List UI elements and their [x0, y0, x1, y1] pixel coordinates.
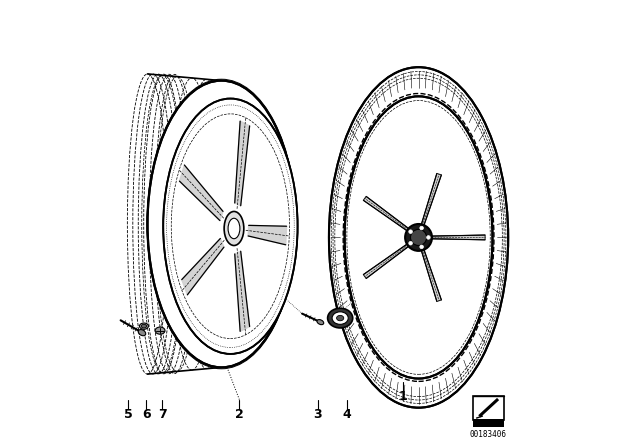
Ellipse shape: [337, 315, 344, 321]
Ellipse shape: [332, 312, 348, 324]
Ellipse shape: [344, 96, 493, 379]
Polygon shape: [421, 173, 442, 226]
Ellipse shape: [155, 327, 165, 334]
Ellipse shape: [141, 324, 147, 328]
Ellipse shape: [140, 323, 148, 329]
Ellipse shape: [224, 211, 244, 246]
Ellipse shape: [409, 241, 412, 245]
Ellipse shape: [328, 308, 353, 328]
Polygon shape: [364, 196, 410, 231]
Text: 5: 5: [124, 408, 132, 421]
Ellipse shape: [409, 230, 412, 233]
Polygon shape: [235, 251, 250, 332]
Ellipse shape: [420, 226, 424, 230]
Text: 1: 1: [399, 390, 407, 403]
Text: 2: 2: [235, 408, 244, 421]
Ellipse shape: [317, 319, 324, 325]
Polygon shape: [235, 121, 250, 206]
Polygon shape: [431, 235, 485, 240]
Text: 4: 4: [342, 408, 351, 421]
Ellipse shape: [343, 94, 494, 381]
Ellipse shape: [329, 67, 508, 408]
Ellipse shape: [427, 236, 430, 239]
Polygon shape: [248, 225, 287, 245]
Ellipse shape: [163, 99, 298, 354]
Bar: [473, 419, 504, 427]
Ellipse shape: [138, 330, 146, 336]
Polygon shape: [364, 244, 410, 279]
Text: 6: 6: [142, 408, 150, 421]
Text: 3: 3: [314, 408, 322, 421]
Ellipse shape: [420, 245, 424, 249]
Text: 7: 7: [158, 408, 166, 421]
Polygon shape: [179, 165, 223, 220]
Ellipse shape: [410, 229, 427, 246]
Text: 00183406: 00183406: [470, 430, 507, 439]
Polygon shape: [421, 249, 442, 302]
Bar: [473, 396, 504, 420]
Ellipse shape: [405, 224, 432, 251]
Ellipse shape: [228, 218, 240, 239]
Polygon shape: [182, 238, 224, 295]
Ellipse shape: [147, 81, 296, 367]
